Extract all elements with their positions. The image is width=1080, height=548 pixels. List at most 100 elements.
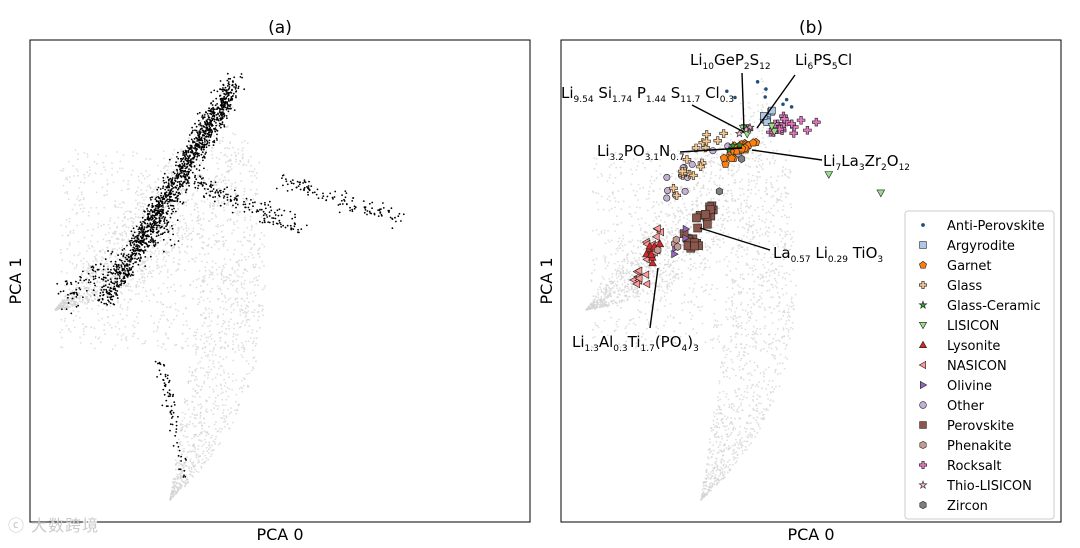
cloud-point <box>255 342 258 345</box>
cloud-point <box>184 222 187 225</box>
cloud-point <box>223 266 225 269</box>
cloud-point <box>620 290 623 292</box>
highlighted-point <box>118 286 120 288</box>
highlighted-point <box>186 145 188 148</box>
cloud-point <box>211 378 214 381</box>
cloud-point <box>71 208 74 211</box>
cloud-point <box>156 325 159 328</box>
highlighted-point <box>108 291 111 294</box>
cloud-point <box>185 474 187 477</box>
cloud-point <box>177 226 180 229</box>
highlighted-point <box>137 244 140 247</box>
highlighted-point <box>304 181 307 184</box>
cloud-point <box>259 304 262 307</box>
highlighted-point <box>102 265 105 268</box>
cloud-point <box>216 323 219 326</box>
cloud-point <box>64 307 66 310</box>
highlighted-point <box>297 185 300 188</box>
cloud-point <box>790 298 793 301</box>
cloud-point <box>114 200 116 203</box>
cloud-point <box>253 277 256 280</box>
cloud-point <box>224 404 227 406</box>
cloud-point <box>206 261 209 264</box>
cloud-point <box>232 333 235 335</box>
cloud-point <box>240 342 243 344</box>
cloud-point <box>113 233 116 236</box>
cloud-point <box>211 271 214 274</box>
highlighted-point <box>135 225 138 228</box>
highlighted-point <box>75 296 78 298</box>
highlighted-point <box>176 200 179 203</box>
highlighted-point <box>221 123 224 125</box>
cloud-point <box>190 468 193 471</box>
cloud-point <box>143 260 145 263</box>
cloud-point <box>218 298 220 301</box>
cloud-point <box>167 236 170 239</box>
cloud-point <box>255 222 258 225</box>
cloud-point <box>760 197 762 200</box>
highlighted-point <box>180 160 183 163</box>
cloud-point <box>214 438 217 440</box>
cloud-point <box>775 285 777 288</box>
cloud-point <box>176 231 179 234</box>
highlighted-point <box>142 252 145 254</box>
cloud-point <box>204 460 207 463</box>
cloud-point <box>255 360 257 363</box>
cloud-point <box>191 422 194 425</box>
highlighted-point <box>281 177 283 180</box>
highlighted-point <box>92 278 95 281</box>
cloud-point <box>237 346 240 349</box>
cloud-point <box>105 305 107 308</box>
cloud-point <box>127 183 129 186</box>
cloud-point <box>121 307 124 310</box>
cloud-point <box>786 316 789 318</box>
cloud-point <box>136 190 138 193</box>
cloud-point <box>210 309 213 311</box>
cloud-point <box>225 416 228 418</box>
cloud-point <box>231 380 234 382</box>
cloud-point <box>247 159 250 162</box>
highlighted-point <box>167 230 170 233</box>
cloud-point <box>217 167 220 170</box>
cloud-point <box>777 271 780 274</box>
cloud-point <box>665 299 667 301</box>
highlighted-point <box>206 126 209 129</box>
cloud-point <box>194 343 197 346</box>
highlighted-point <box>105 291 108 294</box>
cloud-point <box>658 266 661 269</box>
cloud-point <box>211 260 214 263</box>
cloud-point <box>263 245 266 248</box>
highlighted-point <box>157 211 160 213</box>
cloud-point <box>92 228 94 231</box>
cloud-point <box>219 442 222 444</box>
highlighted-point <box>82 296 84 299</box>
cloud-point <box>725 308 728 311</box>
highlighted-point <box>127 273 129 276</box>
highlighted-point <box>174 177 177 180</box>
cloud-point <box>170 286 172 289</box>
highlighted-point <box>240 73 243 75</box>
cloud-point <box>178 250 181 253</box>
cloud-point <box>208 371 211 374</box>
cloud-point <box>208 274 211 276</box>
cloud-point <box>222 322 225 325</box>
highlighted-point <box>325 199 327 202</box>
cloud-point <box>74 203 76 206</box>
cloud-point <box>224 296 227 299</box>
cloud-point <box>176 203 179 206</box>
cloud-point <box>76 170 79 173</box>
highlighted-point <box>65 308 68 311</box>
highlighted-point <box>303 188 305 191</box>
highlighted-point <box>223 124 226 126</box>
cloud-point <box>162 150 165 153</box>
highlighted-point <box>166 374 169 377</box>
cloud-point <box>93 287 96 289</box>
cloud-point <box>240 386 243 388</box>
highlighted-point <box>70 312 73 315</box>
highlighted-point <box>203 114 206 116</box>
cloud-point <box>201 347 204 350</box>
cloud-point <box>143 177 146 180</box>
cloud-point <box>168 233 171 235</box>
cloud-point <box>191 258 193 260</box>
cloud-point <box>246 293 249 296</box>
